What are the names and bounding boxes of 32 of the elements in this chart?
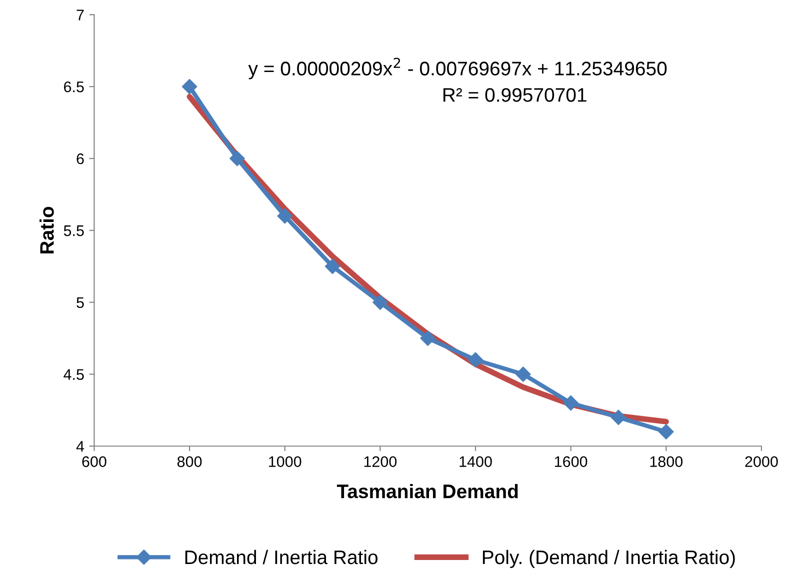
- point: [516, 366, 531, 382]
- point: [372, 294, 388, 310]
- annotation: y = 0.00000209x$^{2}$ - 0.00769697x + 11.25349650: [248, 58, 667, 80]
- y-axis-title: Ratio: [40, 206, 54, 254]
- point: [230, 150, 245, 166]
- point: [563, 395, 578, 411]
- y-tick-label: 4.5: [64, 369, 84, 380]
- point: [610, 410, 626, 425]
- y-tick-label: 5: [76, 297, 84, 308]
- point: [468, 352, 484, 368]
- x-tick-label: 1200: [364, 456, 397, 468]
- x-tick-label: 1600: [554, 456, 588, 468]
- x-tick-label: 1400: [460, 456, 492, 468]
- point: [182, 79, 198, 94]
- y-tick-label: 6: [76, 153, 84, 164]
- point: [420, 330, 436, 346]
- point: [277, 208, 292, 224]
- y-tick-label: 7: [76, 10, 84, 20]
- legend-label: Demand / Inertia Ratio: [185, 550, 378, 564]
- x-tick-label: 1800: [650, 456, 683, 468]
- x-tick-label: 1000: [269, 456, 302, 468]
- x-axis-title: Tasmanian Demand: [336, 484, 518, 498]
- y-tick-label: 6.5: [64, 81, 84, 92]
- y-tick-label: 5.5: [64, 225, 84, 236]
- x-tick-label: 600: [82, 456, 106, 468]
- y-tick-label: 4: [76, 441, 84, 452]
- point: [658, 424, 674, 440]
- legend-label: Poly. (Demand / Inertia Ratio): [482, 550, 735, 568]
- point: [324, 258, 340, 274]
- x-tick-label: 800: [177, 456, 202, 468]
- annotation: R² = 0.99570701: [443, 88, 586, 102]
- x-tick-label: 2000: [745, 456, 778, 468]
